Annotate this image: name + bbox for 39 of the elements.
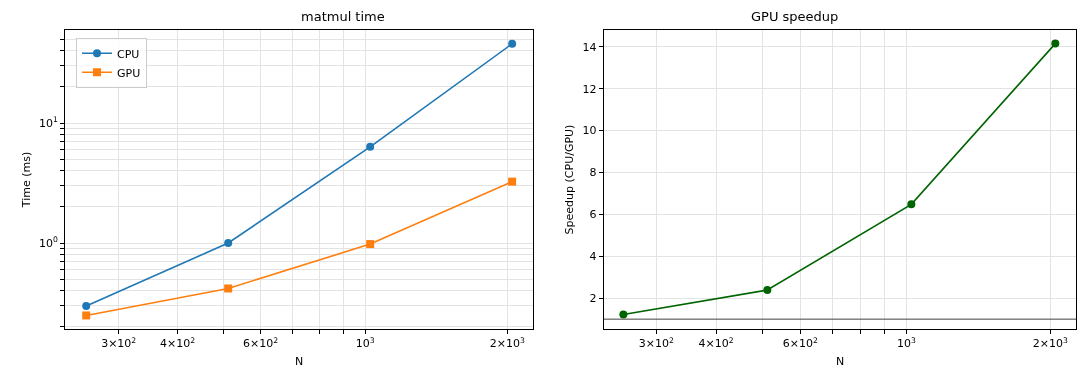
x-tick-label: 6×10$^{2}$ <box>243 335 279 351</box>
point <box>763 286 772 295</box>
point <box>907 200 916 209</box>
y-tick-label: 6 <box>589 208 597 222</box>
y-tick-label: 8 <box>589 166 597 180</box>
legend-label: GPU <box>117 66 141 80</box>
point <box>224 284 233 293</box>
point <box>366 142 375 151</box>
y-tick-label: 10$^{0}$ <box>39 235 59 250</box>
x-tick-label: 3×10$^{2}$ <box>638 335 674 351</box>
y-tick-label: 14 <box>582 40 597 54</box>
point <box>508 39 517 48</box>
x-tick-label: 4×10$^{2}$ <box>698 335 734 351</box>
point <box>619 310 628 319</box>
x-tick-label: 2×10$^{3}$ <box>489 335 525 351</box>
y-tick-label: 10 <box>582 124 597 138</box>
x-tick-label: 10$^{3}$ <box>355 335 375 351</box>
y-axis-title: Time (ms) <box>19 151 33 209</box>
legend-label: CPU <box>117 47 140 61</box>
y-axis-title: Speedup (CPU/GPU) <box>563 124 577 235</box>
y-tick-label: 2 <box>589 292 597 306</box>
y-tick-label: 12 <box>582 82 597 96</box>
point <box>366 240 375 249</box>
x-tick-label: 6×10$^{2}$ <box>782 335 818 351</box>
chart-title: matmul time <box>301 9 385 24</box>
x-axis-title: N <box>835 355 845 369</box>
point <box>508 177 517 186</box>
point <box>82 311 91 320</box>
point <box>224 239 233 248</box>
x-tick-label: 4×10$^{2}$ <box>160 335 196 351</box>
point <box>82 302 91 311</box>
y-tick-label: 10$^{1}$ <box>39 115 59 130</box>
chart-title: GPU speedup <box>751 9 839 24</box>
y-tick-label: 4 <box>589 250 597 264</box>
point <box>1051 39 1060 48</box>
x-tick-label: 2×10$^{3}$ <box>1032 335 1069 351</box>
x-axis-title: N <box>295 355 304 369</box>
x-tick-label: 10$^{3}$ <box>896 335 916 351</box>
x-tick-label: 3×10$^{2}$ <box>101 335 137 351</box>
